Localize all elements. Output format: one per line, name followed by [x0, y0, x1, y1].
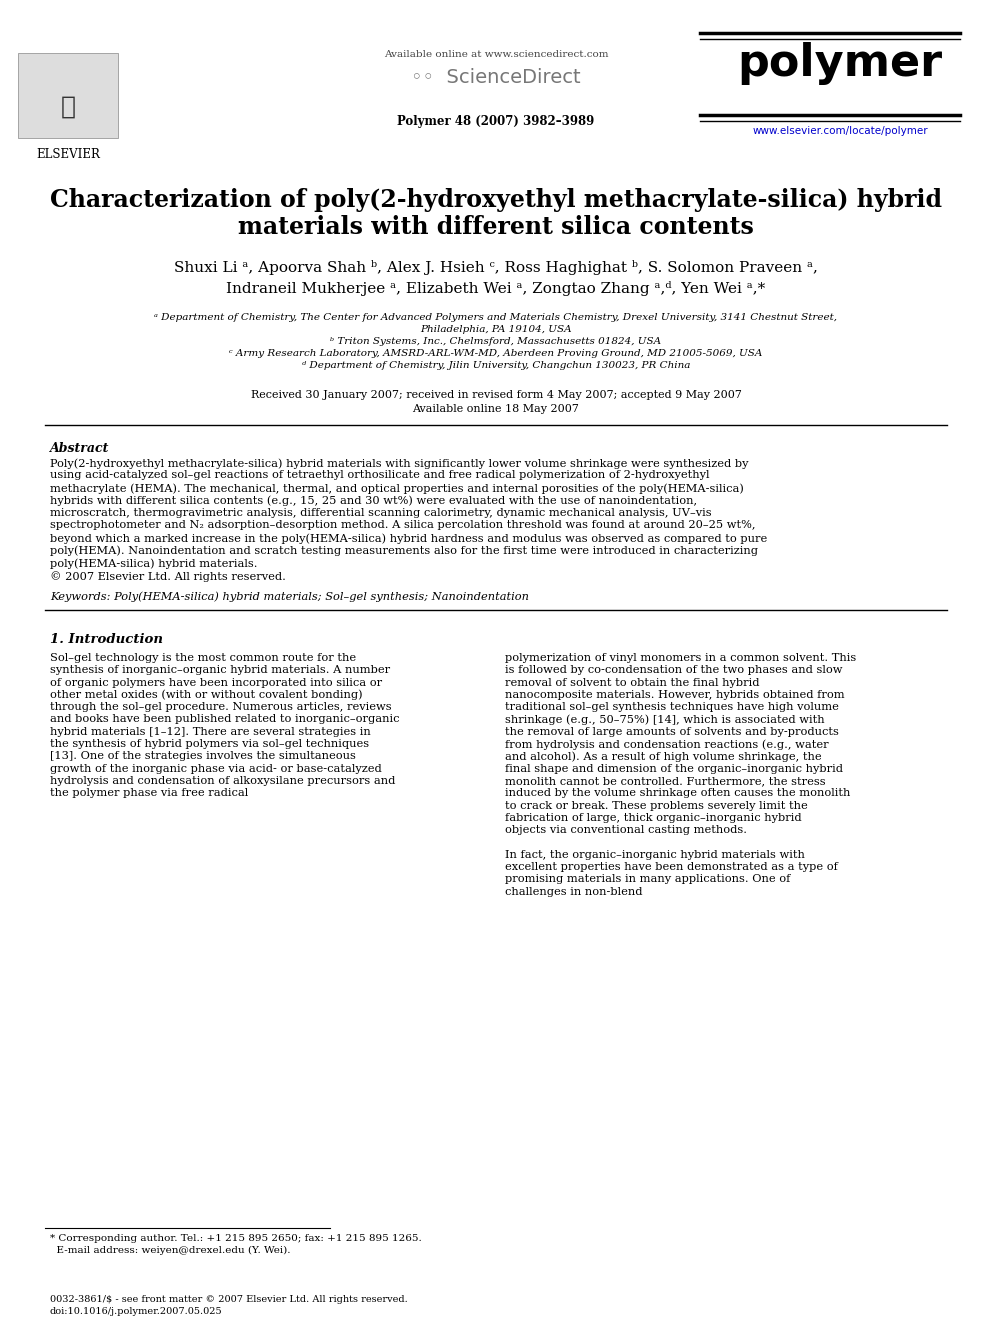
Text: Sol–gel technology is the most common route for the: Sol–gel technology is the most common ro… [50, 654, 356, 663]
Bar [18, 53, 118, 138]
Text: Philadelphia, PA 19104, USA: Philadelphia, PA 19104, USA [421, 325, 571, 333]
Text: hydrolysis and condensation of alkoxysilane precursors and: hydrolysis and condensation of alkoxysil… [50, 777, 396, 786]
Text: promising materials in many applications. One of: promising materials in many applications… [505, 875, 791, 884]
Text: synthesis of inorganic–organic hybrid materials. A number: synthesis of inorganic–organic hybrid ma… [50, 665, 390, 675]
Text: 1. Introduction: 1. Introduction [50, 632, 163, 646]
Text: Polymer 48 (2007) 3982–3989: Polymer 48 (2007) 3982–3989 [398, 115, 594, 128]
Text: Poly(2-hydroxyethyl methacrylate-silica) hybrid materials with significantly low: Poly(2-hydroxyethyl methacrylate-silica)… [50, 458, 749, 468]
Text: poly(HEMA). Nanoindentation and scratch testing measurements also for the first : poly(HEMA). Nanoindentation and scratch … [50, 545, 758, 556]
Text: hybrid materials [1–12]. There are several strategies in: hybrid materials [1–12]. There are sever… [50, 726, 371, 737]
Text: monolith cannot be controlled. Furthermore, the stress: monolith cannot be controlled. Furthermo… [505, 777, 825, 786]
Text: from hydrolysis and condensation reactions (e.g., water: from hydrolysis and condensation reactio… [505, 740, 828, 750]
Text: is followed by co-condensation of the two phases and slow: is followed by co-condensation of the tw… [505, 665, 842, 675]
Text: E-mail address: weiyen@drexel.edu (Y. Wei).: E-mail address: weiyen@drexel.edu (Y. We… [50, 1246, 291, 1256]
Text: polymerization of vinyl monomers in a common solvent. This: polymerization of vinyl monomers in a co… [505, 654, 856, 663]
Text: ᵈ Department of Chemistry, Jilin University, Changchun 130023, PR China: ᵈ Department of Chemistry, Jilin Univers… [302, 361, 690, 370]
Text: the polymer phase via free radical: the polymer phase via free radical [50, 789, 248, 798]
Text: Abstract: Abstract [50, 442, 109, 455]
Text: final shape and dimension of the organic–inorganic hybrid: final shape and dimension of the organic… [505, 763, 843, 774]
Text: Received 30 January 2007; received in revised form 4 May 2007; accepted 9 May 20: Received 30 January 2007; received in re… [251, 390, 741, 400]
Text: Keywords: Poly(HEMA-silica) hybrid materials; Sol–gel synthesis; Nanoindentation: Keywords: Poly(HEMA-silica) hybrid mater… [50, 591, 529, 602]
Text: nanocomposite materials. However, hybrids obtained from: nanocomposite materials. However, hybrid… [505, 689, 844, 700]
Text: traditional sol–gel synthesis techniques have high volume: traditional sol–gel synthesis techniques… [505, 703, 839, 712]
Text: Available online 18 May 2007: Available online 18 May 2007 [413, 404, 579, 414]
Text: methacrylate (HEMA). The mechanical, thermal, and optical properties and interna: methacrylate (HEMA). The mechanical, the… [50, 483, 744, 493]
Text: Available online at www.sciencedirect.com: Available online at www.sciencedirect.co… [384, 50, 608, 60]
Text: spectrophotometer and N₂ adsorption–desorption method. A silica percolation thre: spectrophotometer and N₂ adsorption–deso… [50, 520, 756, 531]
Text: ᶜ Army Research Laboratory, AMSRD-ARL-WM-MD, Aberdeen Proving Ground, MD 21005-5: ᶜ Army Research Laboratory, AMSRD-ARL-WM… [229, 349, 763, 359]
Text: ◦◦  ScienceDirect: ◦◦ ScienceDirect [412, 67, 580, 87]
Text: 0032-3861/$ - see front matter © 2007 Elsevier Ltd. All rights reserved.: 0032-3861/$ - see front matter © 2007 El… [50, 1295, 408, 1304]
Text: materials with different silica contents: materials with different silica contents [238, 216, 754, 239]
Text: © 2007 Elsevier Ltd. All rights reserved.: © 2007 Elsevier Ltd. All rights reserved… [50, 572, 286, 582]
Text: polymer: polymer [737, 42, 942, 85]
Text: hybrids with different silica contents (e.g., 15, 25 and 30 wt%) were evaluated : hybrids with different silica contents (… [50, 496, 697, 507]
Text: Indraneil Mukherjee ᵃ, Elizabeth Wei ᵃ, Zongtao Zhang ᵃ,ᵈ, Yen Wei ᵃ,*: Indraneil Mukherjee ᵃ, Elizabeth Wei ᵃ, … [226, 280, 766, 296]
Text: Characterization of poly(2-hydroxyethyl methacrylate-silica) hybrid: Characterization of poly(2-hydroxyethyl … [50, 188, 942, 212]
Text: ELSEVIER: ELSEVIER [36, 148, 100, 161]
Text: poly(HEMA-silica) hybrid materials.: poly(HEMA-silica) hybrid materials. [50, 558, 258, 569]
Text: ᵃ Department of Chemistry, The Center for Advanced Polymers and Materials Chemis: ᵃ Department of Chemistry, The Center fo… [155, 314, 837, 321]
Text: ᵇ Triton Systems, Inc., Chelmsford, Massachusetts 01824, USA: ᵇ Triton Systems, Inc., Chelmsford, Mass… [330, 337, 662, 347]
Text: of organic polymers have been incorporated into silica or: of organic polymers have been incorporat… [50, 677, 382, 688]
Text: other metal oxides (with or without covalent bonding): other metal oxides (with or without cova… [50, 689, 363, 700]
Text: beyond which a marked increase in the poly(HEMA-silica) hybrid hardness and modu: beyond which a marked increase in the po… [50, 533, 767, 544]
Text: excellent properties have been demonstrated as a type of: excellent properties have been demonstra… [505, 863, 838, 872]
Text: removal of solvent to obtain the final hybrid: removal of solvent to obtain the final h… [505, 677, 760, 688]
Text: microscratch, thermogravimetric analysis, differential scanning calorimetry, dyn: microscratch, thermogravimetric analysis… [50, 508, 711, 519]
Text: to crack or break. These problems severely limit the: to crack or break. These problems severe… [505, 800, 807, 811]
Text: and books have been published related to inorganic–organic: and books have been published related to… [50, 714, 400, 725]
Text: the removal of large amounts of solvents and by-products: the removal of large amounts of solvents… [505, 726, 839, 737]
Text: In fact, the organic–inorganic hybrid materials with: In fact, the organic–inorganic hybrid ma… [505, 849, 805, 860]
Text: using acid-catalyzed sol–gel reactions of tetraethyl orthosilicate and free radi: using acid-catalyzed sol–gel reactions o… [50, 471, 709, 480]
Text: doi:10.1016/j.polymer.2007.05.025: doi:10.1016/j.polymer.2007.05.025 [50, 1307, 222, 1316]
Text: and alcohol). As a result of high volume shrinkage, the: and alcohol). As a result of high volume… [505, 751, 821, 762]
Text: growth of the inorganic phase via acid- or base-catalyzed: growth of the inorganic phase via acid- … [50, 763, 382, 774]
Text: www.elsevier.com/locate/polymer: www.elsevier.com/locate/polymer [752, 126, 928, 136]
Text: 🌳: 🌳 [61, 95, 75, 119]
Text: induced by the volume shrinkage often causes the monolith: induced by the volume shrinkage often ca… [505, 789, 850, 798]
Text: objects via conventional casting methods.: objects via conventional casting methods… [505, 826, 747, 835]
Text: through the sol–gel procedure. Numerous articles, reviews: through the sol–gel procedure. Numerous … [50, 703, 392, 712]
Text: [13]. One of the strategies involves the simultaneous: [13]. One of the strategies involves the… [50, 751, 356, 762]
Text: fabrication of large, thick organic–inorganic hybrid: fabrication of large, thick organic–inor… [505, 812, 802, 823]
Text: * Corresponding author. Tel.: +1 215 895 2650; fax: +1 215 895 1265.: * Corresponding author. Tel.: +1 215 895… [50, 1234, 422, 1244]
Text: challenges in non-blend: challenges in non-blend [505, 886, 643, 897]
Text: Shuxi Li ᵃ, Apoorva Shah ᵇ, Alex J. Hsieh ᶜ, Ross Haghighat ᵇ, S. Solomon Pravee: Shuxi Li ᵃ, Apoorva Shah ᵇ, Alex J. Hsie… [174, 261, 818, 275]
Text: the synthesis of hybrid polymers via sol–gel techniques: the synthesis of hybrid polymers via sol… [50, 740, 369, 749]
Text: shrinkage (e.g., 50–75%) [14], which is associated with: shrinkage (e.g., 50–75%) [14], which is … [505, 714, 824, 725]
